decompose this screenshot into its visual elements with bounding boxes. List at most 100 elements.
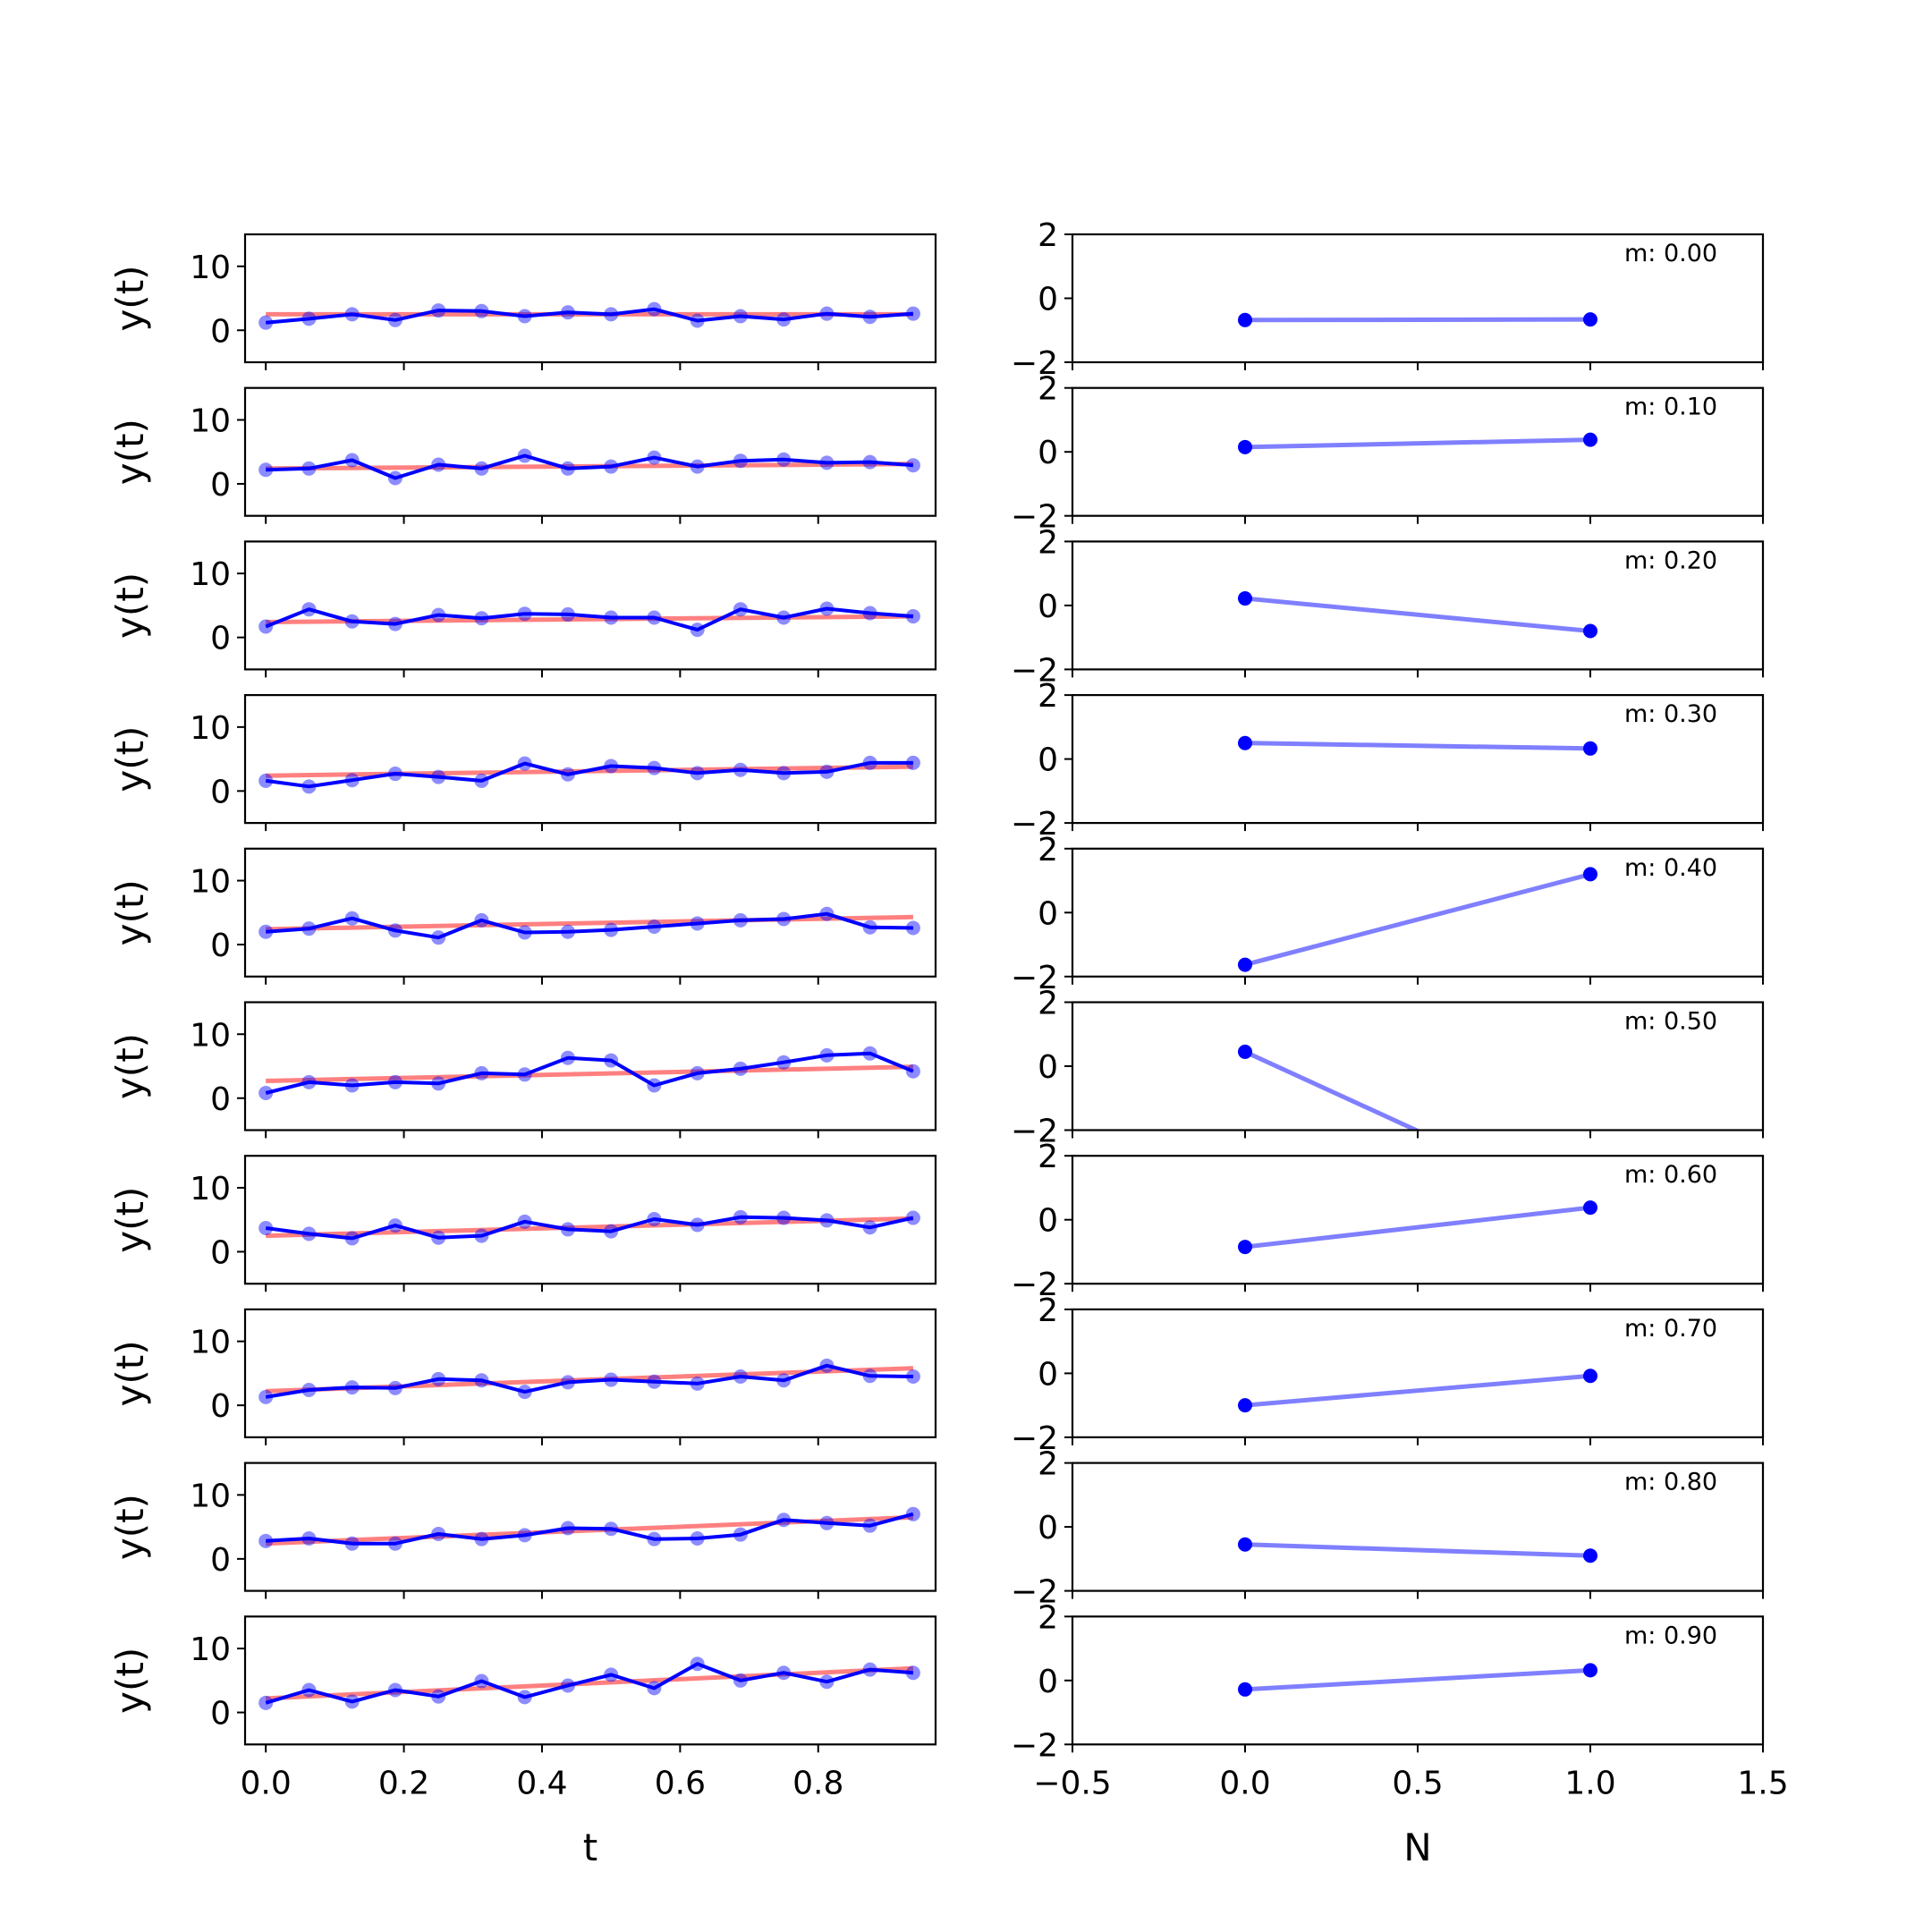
right-ytick-label: 2 [1038, 371, 1058, 408]
left-panel-frame [243, 1462, 937, 1592]
right-panel-9: m: 0.90 −2 0 2 −0.5 0.0 0.5 1.0 1.5 [1011, 1599, 1789, 1801]
left-panel-frame [243, 1308, 937, 1439]
observed-point [258, 1533, 274, 1548]
left-panel-frame [243, 693, 937, 825]
left-ylabel: y(t) [108, 1187, 152, 1253]
left-ylabel: y(t) [108, 879, 152, 945]
observed-line [265, 1051, 914, 1095]
left-panel-bg [245, 695, 936, 824]
right-point [1583, 1663, 1597, 1678]
observed-point [258, 1086, 274, 1101]
right-ytick-label: 0 [1038, 742, 1058, 779]
right-series-line [1244, 317, 1591, 323]
left-ytick-label: 0 [210, 928, 231, 964]
right-ytick-label: 2 [1038, 1139, 1058, 1175]
right-ytick-label: 2 [1038, 986, 1058, 1022]
observed-point [905, 755, 920, 770]
left-panel-frame [243, 540, 937, 671]
right-point [1238, 1044, 1252, 1059]
right-point [1238, 1682, 1252, 1697]
left-ytick-label: 0 [210, 467, 231, 504]
left-panel-bg [245, 234, 936, 362]
right-panel-bg [1072, 234, 1763, 362]
left-panel-bg [245, 541, 936, 670]
observed-point [258, 1220, 274, 1235]
observed-line [265, 1363, 913, 1399]
left-plot-area [258, 301, 920, 330]
m-annotation: m: 0.10 [1624, 394, 1717, 421]
right-ytick-label: −2 [1011, 1114, 1058, 1150]
left-panel-9: 0 10 0.0 0.2 0.4 0.6 0.8 y(t) [108, 1615, 937, 1801]
right-series-line [1244, 1373, 1591, 1408]
left-ytick-label: 0 [210, 1081, 231, 1118]
right-panel-4: m: 0.40 −2 0 2 [1011, 832, 1765, 996]
left-plot-area [258, 1358, 920, 1404]
left-ytick-label: 10 [190, 402, 231, 439]
m-annotation: m: 0.80 [1624, 1469, 1717, 1496]
left-panel-frame [243, 1615, 937, 1746]
left-panel-bg [245, 1002, 936, 1131]
left-xtick-label: 0.8 [792, 1765, 843, 1801]
right-xlabel: N [1403, 1826, 1431, 1869]
observed-point [905, 920, 920, 936]
observed-line [266, 911, 913, 940]
left-ytick-label: 10 [190, 250, 231, 286]
left-panel-frame [243, 1155, 937, 1285]
right-point [1583, 1368, 1597, 1384]
right-ytick-label: −2 [1011, 652, 1058, 689]
left-panel-2: 0 10 y(t) [108, 540, 937, 678]
left-panel-4: 0 10 y(t) [108, 847, 937, 985]
left-panel-frame [243, 386, 937, 517]
right-panel-0: m: 0.00 −2 0 2 [1011, 217, 1765, 382]
right-point [1583, 741, 1597, 756]
left-panel-frame [243, 847, 937, 978]
right-ytick-label: 0 [1038, 282, 1058, 318]
observed-point [258, 924, 274, 939]
right-xtick-label: 0.0 [1219, 1765, 1270, 1801]
m-annotation: m: 0.20 [1624, 547, 1717, 574]
left-plot-area [258, 1506, 920, 1551]
observed-point [905, 1210, 920, 1225]
fit-line [266, 914, 913, 932]
left-plot-area [258, 1209, 920, 1246]
right-point [1238, 1537, 1252, 1552]
right-series-line [1243, 1049, 1422, 1131]
right-point [1238, 439, 1252, 454]
left-xlabel: t [583, 1826, 597, 1869]
right-ytick-label: 0 [1038, 1049, 1058, 1086]
observed-point [905, 1665, 920, 1681]
observed-point [905, 458, 920, 473]
observed-point [905, 609, 920, 624]
left-plot-area [258, 448, 920, 486]
left-ytick-label: 0 [210, 1696, 231, 1733]
observed-line [265, 1662, 914, 1705]
right-plot-area [1238, 1044, 1422, 1131]
right-ytick-label: 0 [1038, 1203, 1058, 1240]
left-plot-area [258, 1657, 920, 1710]
right-panel-5: m: 0.50 −2 0 2 [1011, 986, 1765, 1150]
observed-point [905, 1063, 920, 1079]
panels-group: 0 10 y(t) m: 0.00 −2 0 2 0 10 y(t) m: 0.10 −2 0 2 0 10 y… [108, 217, 1789, 1801]
left-panel-bg [245, 848, 936, 977]
right-xtick-label: 0.5 [1392, 1765, 1443, 1801]
right-ytick-label: 0 [1038, 589, 1058, 625]
observed-line [266, 453, 914, 480]
left-ylabel: y(t) [108, 726, 152, 792]
left-ytick-label: 10 [190, 1325, 231, 1361]
left-ytick-label: 0 [210, 774, 231, 810]
right-ytick-label: −2 [1011, 1727, 1058, 1764]
right-panel-bg [1072, 1156, 1763, 1284]
left-ytick-label: 0 [210, 313, 231, 350]
left-plot-area [258, 906, 920, 945]
right-panel-7: m: 0.70 −2 0 2 [1011, 1292, 1765, 1457]
right-point [1583, 1200, 1597, 1216]
right-ytick-label: 0 [1038, 1664, 1058, 1700]
left-ytick-label: 0 [210, 1388, 231, 1425]
right-xtick-label: 1.0 [1564, 1765, 1615, 1801]
left-ytick-label: 10 [190, 1631, 231, 1668]
m-annotation: m: 0.70 [1624, 1315, 1717, 1343]
right-plot-area [1238, 432, 1597, 454]
observed-line [265, 760, 913, 789]
right-ytick-label: 0 [1038, 435, 1058, 471]
